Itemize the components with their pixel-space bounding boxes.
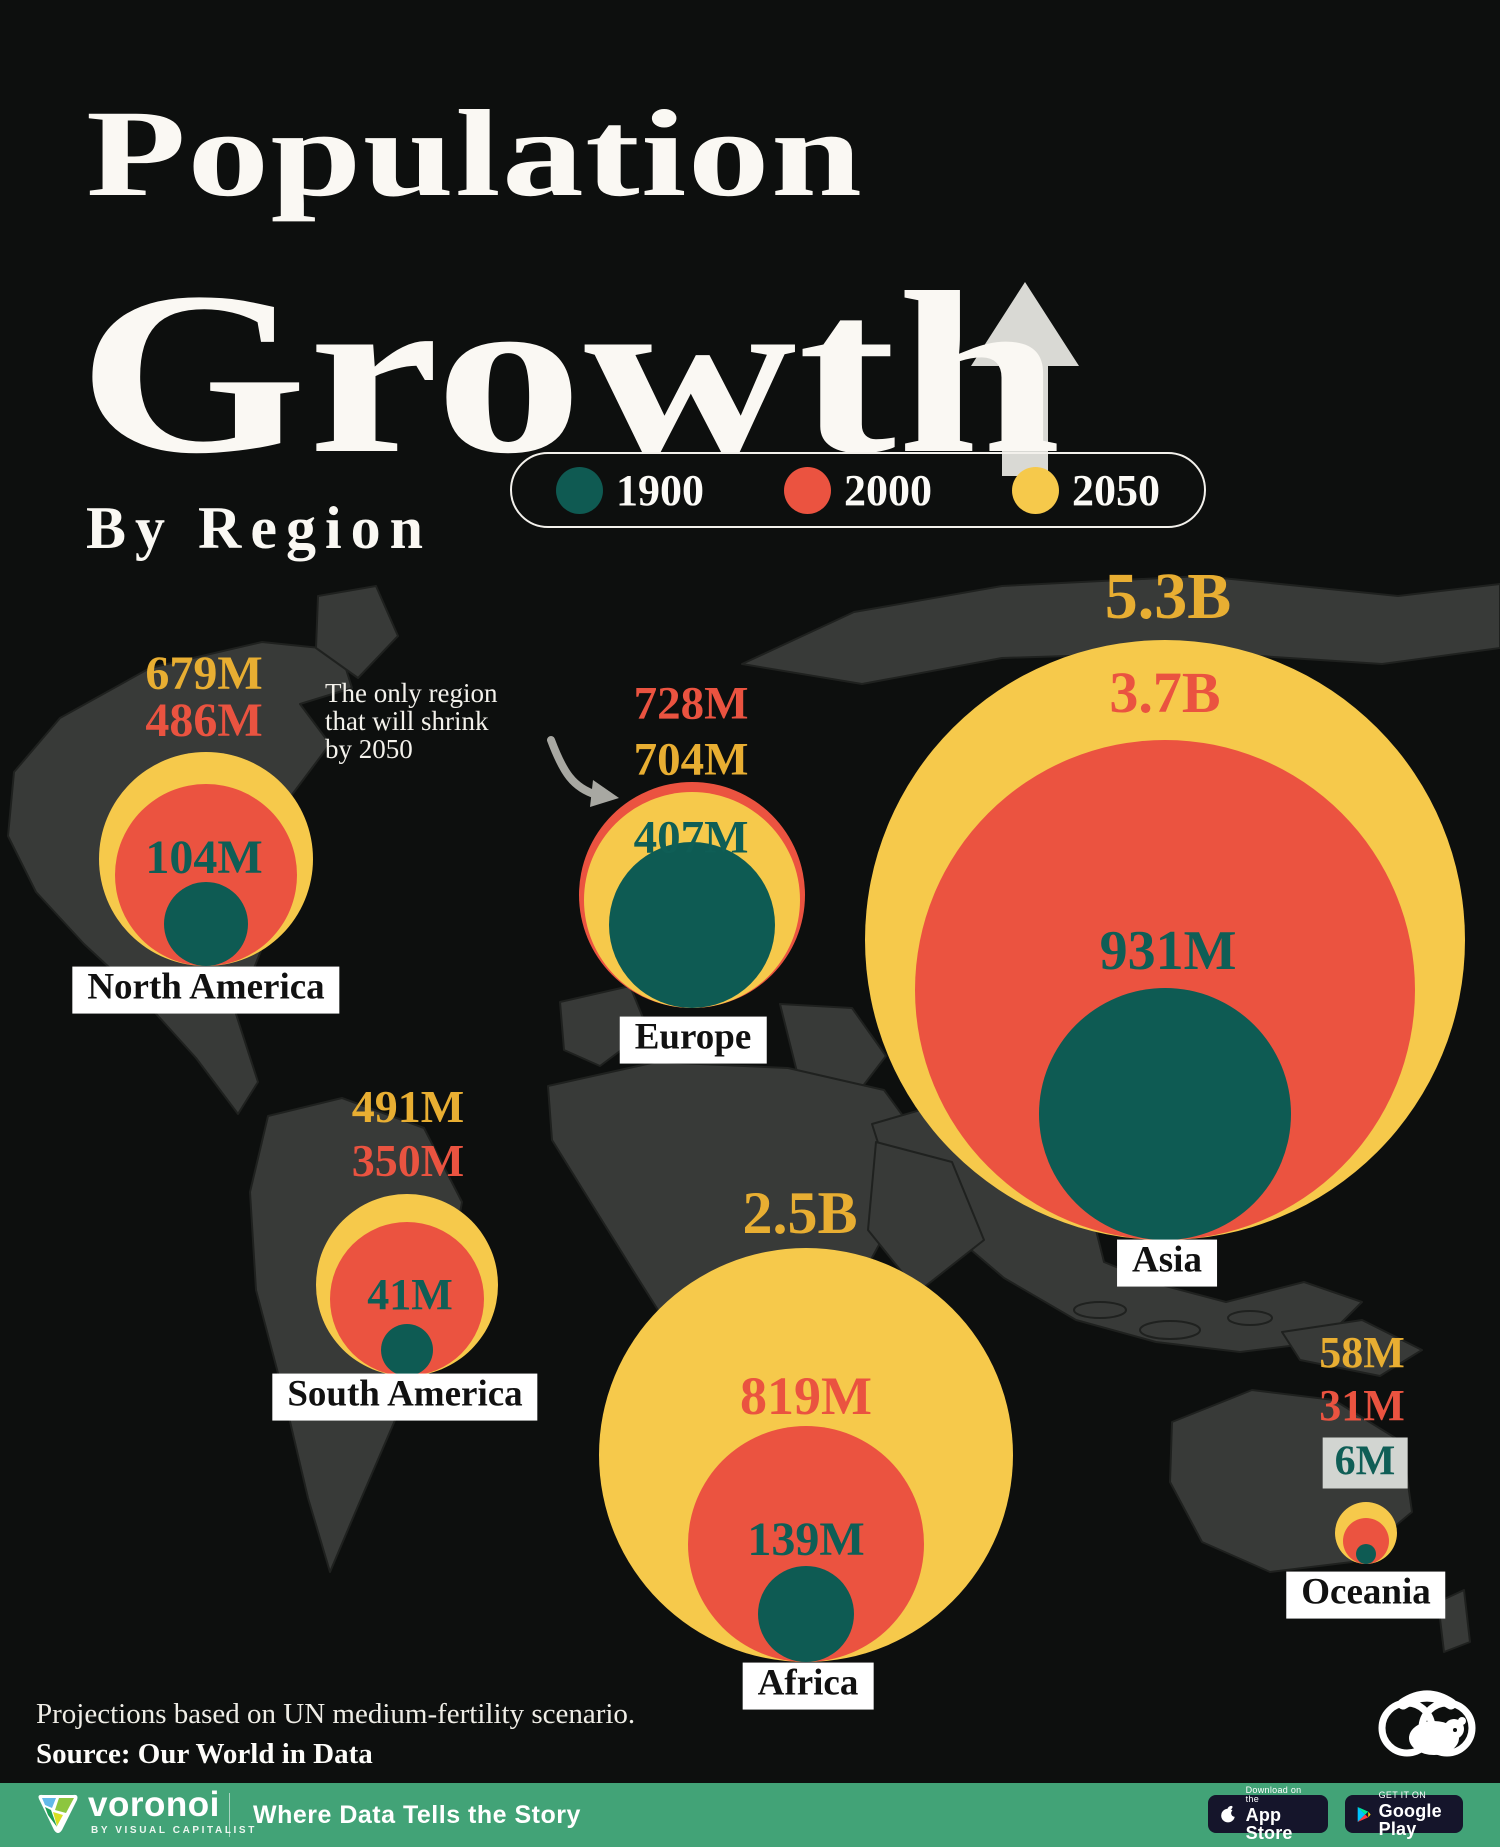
value-label: 3.7B bbox=[1109, 660, 1221, 725]
legend-year-label: 1900 bbox=[616, 465, 704, 515]
population-circle-1900 bbox=[381, 1324, 433, 1376]
value-label: 728M bbox=[633, 677, 749, 730]
region-name-label: Africa bbox=[742, 1662, 874, 1710]
legend-year-label: 2050 bbox=[1072, 465, 1160, 515]
value-label: 486M bbox=[145, 694, 263, 747]
appstore-bottom-text: App Store bbox=[1245, 1805, 1293, 1843]
legend-year-label: 2000 bbox=[844, 465, 932, 515]
value-label: 6M bbox=[1322, 1437, 1408, 1489]
region-name-label: North America bbox=[72, 966, 340, 1014]
brand-bar: voronoi BY VISUAL CAPITALIST Where Data … bbox=[0, 1783, 1500, 1847]
value-label: 104M bbox=[145, 831, 263, 884]
region-name-label: Asia bbox=[1117, 1239, 1217, 1287]
value-label: 491M bbox=[351, 1081, 465, 1132]
population-circle-1900 bbox=[164, 882, 248, 966]
legend-dot-2000 bbox=[784, 466, 831, 514]
annotation-line: The only region bbox=[325, 678, 498, 708]
value-label: 139M bbox=[747, 1513, 865, 1566]
legend: 1900 2000 2050 bbox=[510, 452, 1206, 528]
page-subtitle: By Region bbox=[86, 495, 433, 561]
app-store-badge[interactable]: Download on the App Store bbox=[1208, 1786, 1328, 1842]
population-circle-1900 bbox=[609, 842, 775, 1008]
apple-icon bbox=[1221, 1805, 1238, 1823]
gplay-bottom-text: Google Play bbox=[1378, 1800, 1442, 1839]
region-name-label: Oceania bbox=[1286, 1571, 1446, 1619]
value-label: 31M bbox=[1319, 1381, 1405, 1430]
annotation-line: by 2050 bbox=[325, 734, 413, 764]
legend-item-2050: 2050 bbox=[1012, 465, 1160, 516]
value-label: 2.5B bbox=[742, 1180, 858, 1246]
source-note: Source: Our World in Data bbox=[36, 1738, 373, 1770]
value-label: 58M bbox=[1319, 1328, 1405, 1377]
value-label: 41M bbox=[367, 1270, 453, 1319]
value-label: 931M bbox=[1099, 920, 1237, 982]
legend-dot-1900 bbox=[556, 466, 603, 514]
footnote: Projections based on UN medium-fertility… bbox=[36, 1698, 636, 1730]
legend-dot-2050 bbox=[1012, 466, 1059, 514]
gplay-top-text: GET IT ON bbox=[1378, 1789, 1426, 1800]
divider bbox=[229, 1793, 230, 1837]
binoculars-logo-icon bbox=[1378, 1690, 1476, 1757]
brand-tagline: Where Data Tells the Story bbox=[253, 1801, 581, 1829]
region-name-label: South America bbox=[272, 1373, 538, 1421]
europe-annotation: The only region that will shrink by 2050 bbox=[325, 679, 497, 763]
annotation-curved-arrow-icon bbox=[547, 736, 619, 807]
value-label: 704M bbox=[633, 733, 749, 786]
population-circle-1900 bbox=[758, 1566, 854, 1662]
google-play-icon bbox=[1357, 1806, 1371, 1822]
legend-item-1900: 1900 bbox=[556, 465, 704, 516]
appstore-top-text: Download on the bbox=[1245, 1785, 1302, 1804]
annotation-line: that will shrink bbox=[325, 706, 489, 736]
brand-subtitle: BY VISUAL CAPITALIST bbox=[91, 1825, 257, 1836]
value-label: 407M bbox=[633, 811, 749, 864]
value-label: 819M bbox=[740, 1366, 872, 1426]
google-play-badge[interactable]: GET IT ON Google Play bbox=[1345, 1790, 1463, 1838]
population-circle-1900 bbox=[1356, 1544, 1376, 1564]
brand-name: voronoi bbox=[88, 1785, 220, 1824]
page-title-line1: Population bbox=[86, 85, 864, 222]
legend-item-2000: 2000 bbox=[784, 465, 932, 516]
page-title-line2: Growth bbox=[78, 245, 1063, 502]
value-label: 5.3B bbox=[1104, 560, 1232, 633]
voronoi-logo-icon bbox=[38, 1794, 78, 1833]
region-name-label: Europe bbox=[619, 1016, 767, 1064]
population-circle-1900 bbox=[1039, 988, 1291, 1240]
value-label: 679M bbox=[145, 647, 263, 700]
growth-up-arrow-icon bbox=[971, 282, 1079, 476]
value-label: 350M bbox=[351, 1135, 465, 1186]
